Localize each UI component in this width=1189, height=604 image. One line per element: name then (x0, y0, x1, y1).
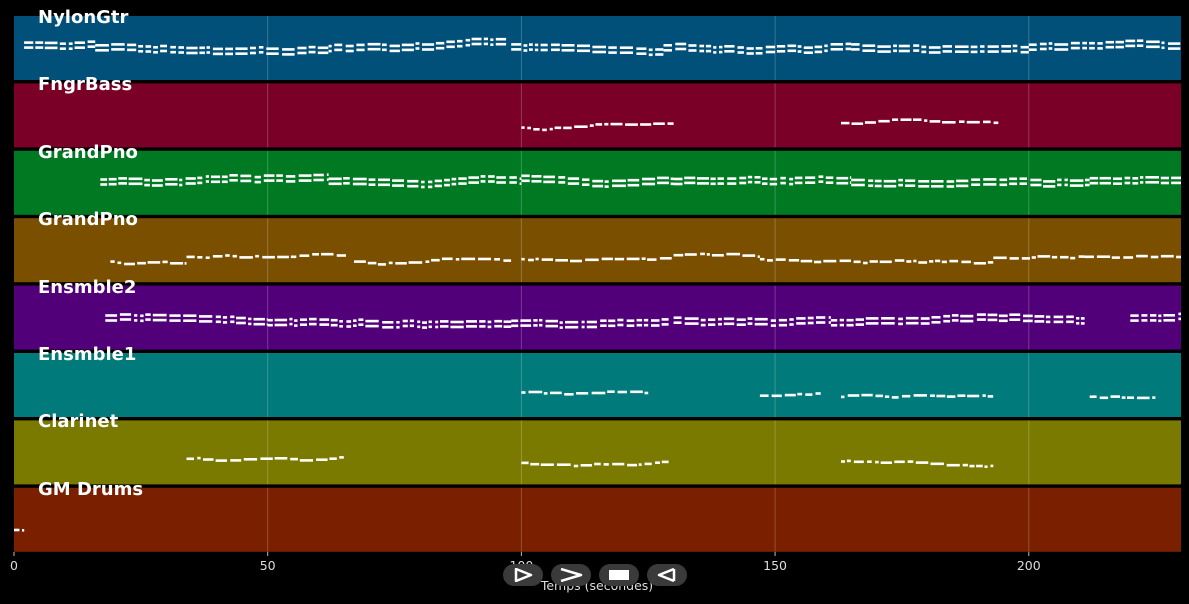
track-band (14, 353, 1181, 417)
note-segment (673, 316, 831, 327)
note-segment (186, 456, 344, 462)
note-segment (511, 43, 664, 57)
x-tick-label: 200 (1016, 558, 1041, 573)
track-name: FngrBass (38, 74, 133, 96)
stop-icon (609, 570, 629, 580)
note-segment (328, 175, 522, 189)
track-name: Clarinet (38, 411, 119, 433)
track-name: GM Drums (38, 478, 144, 500)
note-segment (521, 390, 649, 396)
note-segment (851, 177, 1090, 188)
track-name: GrandPno (38, 209, 138, 231)
note-segment (993, 255, 1085, 260)
note-segment (841, 393, 994, 399)
rewind-icon (657, 568, 676, 582)
note-segment (830, 313, 1085, 327)
track-band (14, 285, 1181, 350)
note-segment (841, 118, 999, 125)
x-tick-label: 50 (259, 558, 276, 573)
play-icon (514, 568, 533, 582)
track-band (14, 487, 1181, 552)
note-segment (663, 42, 852, 55)
x-tick-label: 150 (763, 558, 788, 573)
note-segment (110, 260, 187, 266)
note-segment (95, 43, 329, 56)
note-segment (759, 392, 821, 398)
fast-forward-icon (560, 568, 583, 582)
note-segment (521, 460, 669, 468)
rewind-button[interactable] (647, 564, 687, 586)
note-segment (673, 175, 852, 186)
track-name: Ensmble2 (38, 276, 137, 298)
note-segment (851, 43, 1029, 54)
note-segment (511, 318, 669, 329)
stop-button[interactable] (599, 564, 639, 586)
track-band (14, 83, 1181, 148)
note-segment (521, 257, 672, 263)
note-segment (521, 122, 674, 132)
note-segment (841, 459, 994, 468)
note-segment (105, 313, 268, 326)
note-segment (1089, 395, 1156, 400)
track-name: Ensmble1 (38, 344, 137, 365)
note-segment (1130, 312, 1181, 323)
note-segment (354, 257, 512, 266)
note-segment (100, 173, 329, 187)
note-segment (1089, 176, 1181, 185)
play-button[interactable] (503, 564, 543, 586)
fast-forward-button[interactable] (551, 564, 591, 586)
track-band (14, 218, 1181, 283)
note-segment (1084, 254, 1181, 259)
track-band (14, 420, 1181, 485)
note-segment (328, 37, 507, 53)
note-segment (267, 317, 408, 329)
track-name: GrandPno (38, 141, 138, 163)
note-segment (759, 257, 994, 265)
track-name: NylonGtr (38, 7, 129, 28)
note-segment (409, 319, 512, 329)
note-segment (1028, 39, 1181, 51)
note-segment (186, 252, 346, 259)
note-segment (521, 174, 674, 188)
note-segment (24, 40, 96, 50)
note-segment (673, 252, 760, 258)
x-tick-label: 0 (10, 558, 18, 573)
note-segment (14, 528, 25, 532)
